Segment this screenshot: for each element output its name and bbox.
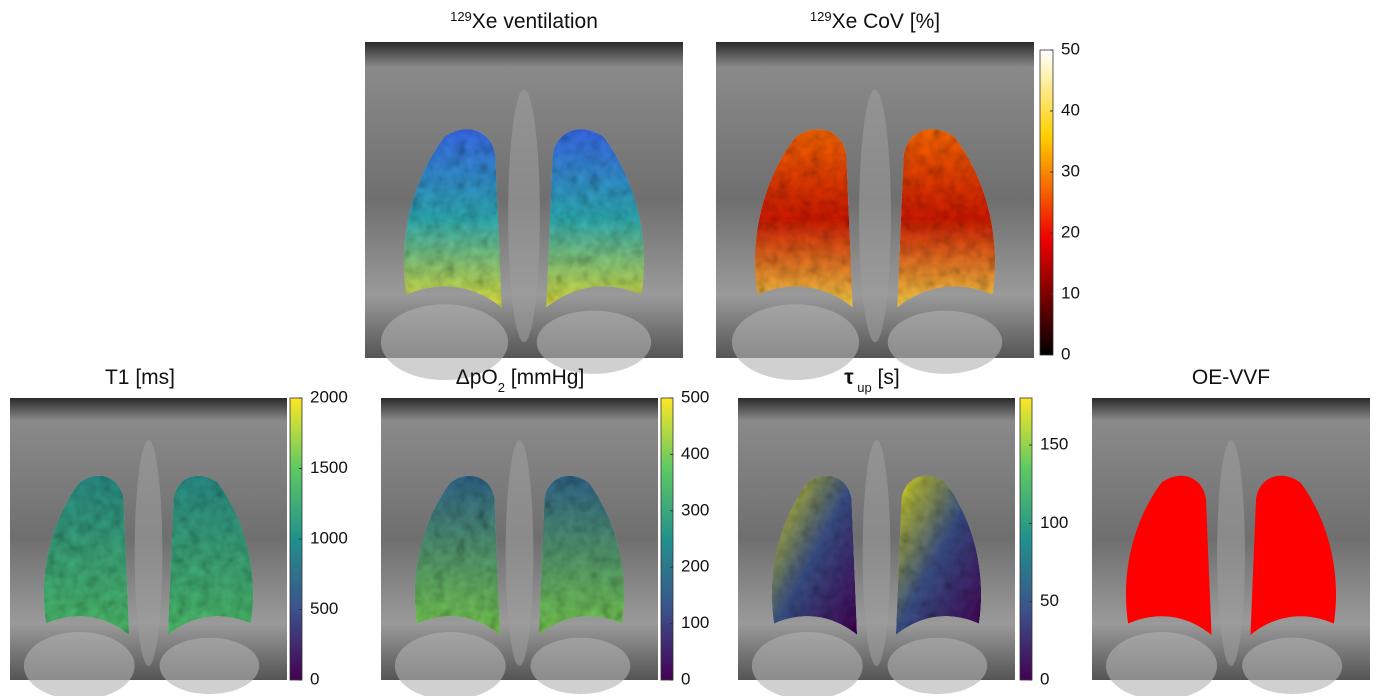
- heart: [536, 310, 652, 374]
- tick-label: 1000: [310, 528, 348, 547]
- title-part: Xe ventilation: [472, 10, 598, 33]
- tick-label: 500: [310, 599, 338, 618]
- colorbar: [1039, 49, 1054, 356]
- tick-label: 500: [681, 387, 709, 406]
- heart: [159, 637, 260, 695]
- panel-title: ΔpO2 [mmHg]: [456, 366, 585, 395]
- spine: [508, 89, 540, 343]
- title-part: τ: [844, 366, 854, 389]
- lung-overlay: [1250, 475, 1337, 635]
- tick-label: 100: [681, 613, 709, 632]
- tick-label: 50: [1061, 39, 1080, 58]
- heart: [1242, 637, 1343, 695]
- lung-overlay: [895, 475, 982, 635]
- lung-overlay: [167, 475, 254, 635]
- heart: [887, 637, 988, 695]
- spine: [134, 440, 163, 666]
- spine: [862, 440, 891, 666]
- spine: [505, 440, 534, 666]
- title-part: [s]: [872, 366, 900, 389]
- tick-label: 1500: [310, 458, 348, 477]
- liver: [731, 304, 860, 381]
- heart: [887, 310, 1003, 374]
- title-part: T1 [ms]: [105, 366, 175, 389]
- panel-title: τ up [s]: [844, 366, 899, 395]
- tick-label: 10: [1061, 283, 1080, 302]
- colorbar: [1019, 397, 1033, 681]
- title-part: 129: [450, 9, 472, 24]
- title-part: up: [854, 380, 872, 395]
- lung-overlay: [1125, 475, 1212, 635]
- tick-label: 0: [1061, 344, 1070, 363]
- title-part: [mmHg]: [505, 366, 584, 389]
- lung-overlay: [414, 475, 501, 635]
- colorbar: [660, 397, 674, 681]
- title-part: OE-VVF: [1192, 366, 1270, 389]
- panel-title: OE-VVF: [1192, 366, 1270, 389]
- tick-label: 300: [681, 500, 709, 519]
- panel-title: 129Xe ventilation: [450, 9, 598, 34]
- tick-label: 400: [681, 444, 709, 463]
- tick-label: 0: [310, 669, 319, 688]
- title-part: 129: [810, 9, 832, 24]
- tick-label: 0: [1040, 669, 1049, 688]
- heart: [530, 637, 631, 695]
- liver: [1105, 632, 1218, 696]
- panel: T1 [ms] 0 500 1000 1500 2000: [10, 366, 348, 696]
- panel: τ up [s] 0 50 100 150: [738, 366, 1068, 696]
- panel: 129Xe CoV [%] 0 10 20 30 40 50: [716, 9, 1080, 381]
- spine: [1217, 440, 1245, 666]
- tick-label: 30: [1061, 161, 1080, 180]
- tick-label: 150: [1040, 434, 1068, 453]
- title-part: 2: [498, 380, 505, 395]
- liver: [751, 632, 863, 696]
- lung-overlay: [754, 129, 853, 308]
- lung-overlay: [538, 475, 625, 635]
- tick-label: 100: [1040, 513, 1068, 532]
- lung-overlay: [771, 475, 858, 635]
- lung-overlay: [403, 129, 502, 308]
- panel: OE-VVF: [1092, 366, 1370, 696]
- tick-label: 20: [1061, 222, 1080, 241]
- lung-overlay: [897, 129, 996, 308]
- tick-label: 0: [681, 669, 690, 688]
- liver: [23, 632, 135, 696]
- tick-label: 2000: [310, 387, 348, 406]
- panel-title: 129Xe CoV [%]: [810, 9, 940, 34]
- lung-overlay: [546, 129, 645, 308]
- title-part: ΔpO: [456, 366, 498, 389]
- liver: [394, 632, 506, 696]
- panel: ΔpO2 [mmHg] 0 100 200 300 400 500: [381, 366, 709, 696]
- tick-label: 40: [1061, 100, 1080, 119]
- panel-title: T1 [ms]: [105, 366, 175, 389]
- panel: 129Xe ventilation: [365, 9, 683, 381]
- tick-label: 200: [681, 557, 709, 576]
- title-part: Xe CoV [%]: [832, 10, 941, 33]
- lung-overlay: [43, 475, 130, 635]
- tick-label: 50: [1040, 591, 1059, 610]
- liver: [380, 304, 509, 381]
- spine: [859, 89, 891, 343]
